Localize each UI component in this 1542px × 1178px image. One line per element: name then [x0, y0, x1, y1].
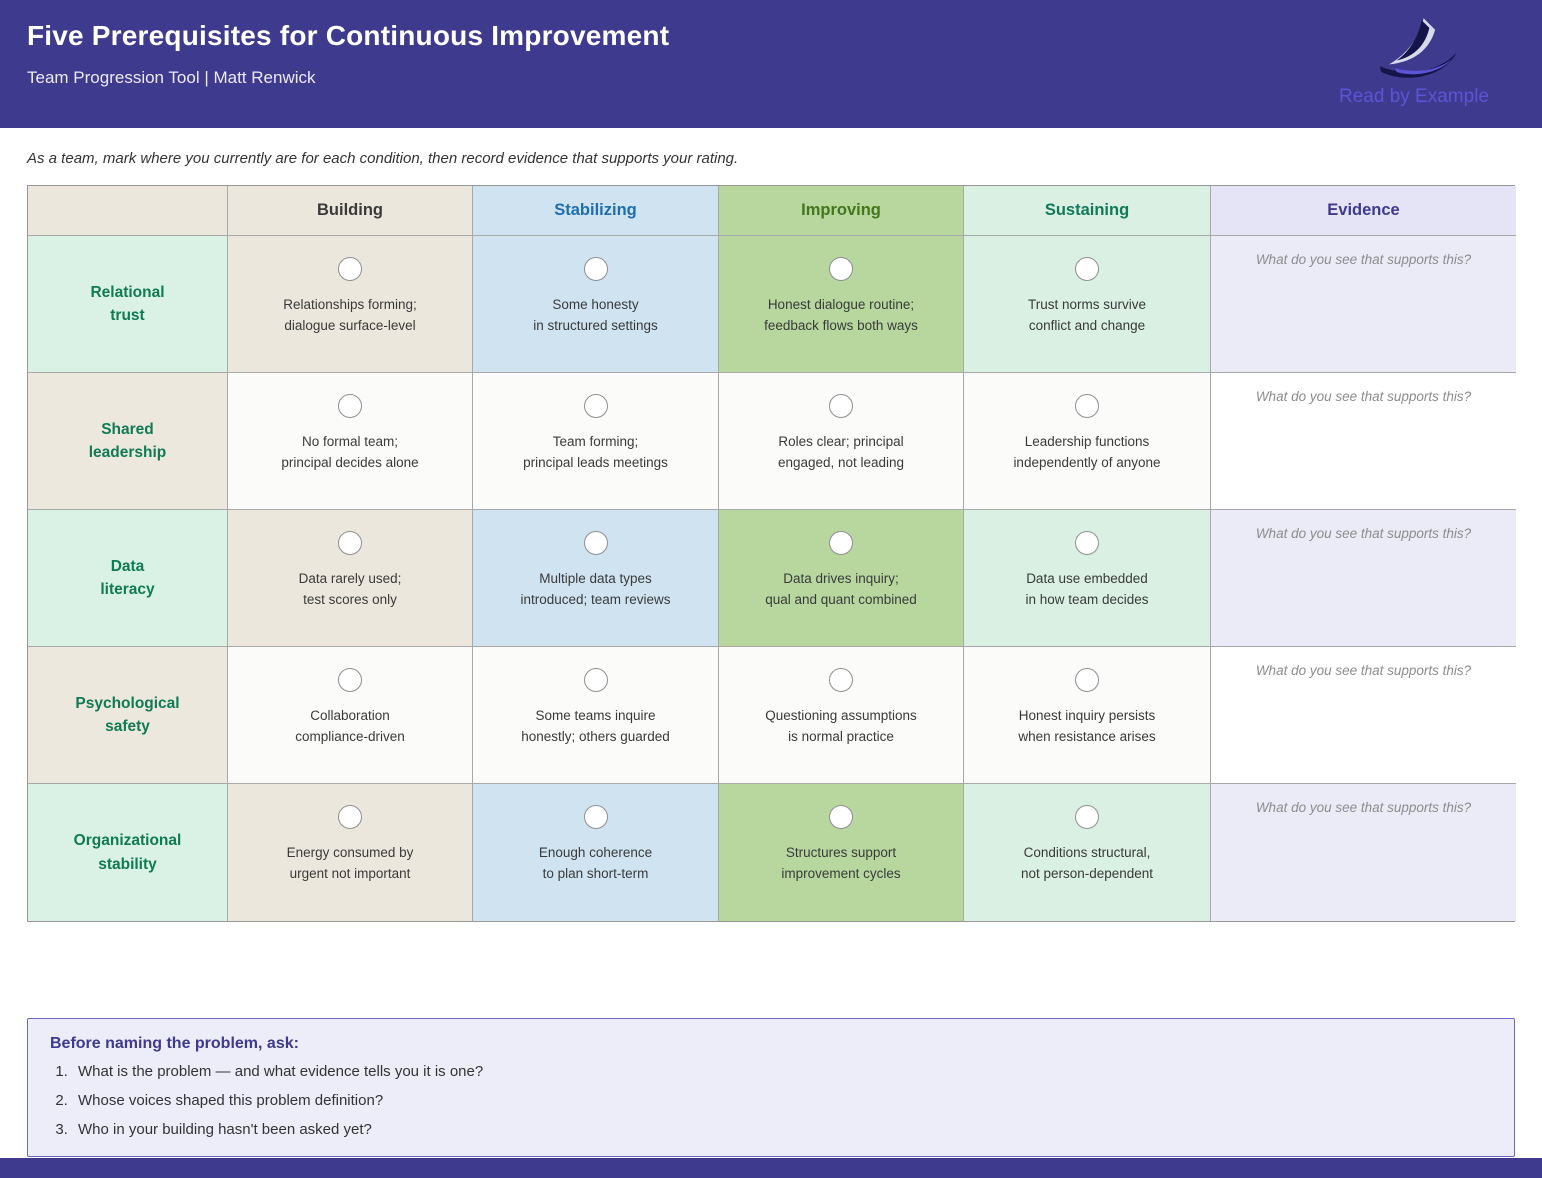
stage-radio-button[interactable]: [338, 668, 362, 692]
stage-option-cell: Data use embedded in how team decides: [964, 510, 1211, 647]
stage-description: Structures support improvement cycles: [781, 845, 901, 881]
stage-description: Enough coherence to plan short-term: [538, 845, 653, 881]
stage-description: Trust norms survive conflict and change: [1027, 297, 1147, 333]
stage-radio-button[interactable]: [1075, 394, 1099, 418]
evidence-input-cell[interactable]: What do you see that supports this?: [1211, 510, 1516, 647]
stage-description: Honest inquiry persists when resistance …: [1018, 708, 1156, 744]
stage-radio-button[interactable]: [583, 394, 608, 418]
evidence-input-cell[interactable]: What do you see that supports this?: [1211, 373, 1516, 510]
stage-radio-button[interactable]: [1075, 531, 1099, 555]
stage-radio-button[interactable]: [338, 394, 362, 418]
stage-option-cell: Roles clear; principal engaged, not lead…: [719, 373, 964, 510]
panel-question: Whose voices shaped this problem definit…: [72, 1092, 1492, 1109]
row-label: Relational trust: [28, 236, 228, 373]
column-header-sustaining: Sustaining: [964, 186, 1211, 236]
page-title: Five Prerequisites for Continuous Improv…: [27, 20, 670, 51]
stage-radio-button[interactable]: [1075, 805, 1099, 829]
stage-option-cell: Questioning assumptions is normal practi…: [719, 647, 964, 784]
stage-description: Honest dialogue routine; feedback flows …: [764, 297, 918, 333]
stage-option-cell: Data drives inquiry; qual and quant comb…: [719, 510, 964, 647]
stage-radio-button[interactable]: [829, 805, 853, 829]
stage-radio-button[interactable]: [829, 394, 853, 418]
evidence-input-cell[interactable]: What do you see that supports this?: [1211, 647, 1516, 784]
page-subtitle: Team Progression Tool | Matt Renwick: [27, 68, 316, 87]
stage-option-cell: Enough coherence to plan short-term: [473, 784, 719, 921]
stage-radio-button[interactable]: [829, 668, 853, 692]
stage-radio-button[interactable]: [583, 668, 608, 692]
row-label: Data literacy: [28, 510, 228, 647]
stage-radio-button[interactable]: [338, 531, 362, 555]
evidence-input-cell[interactable]: What do you see that supports this?: [1211, 784, 1516, 921]
stage-option-cell: Relationships forming; dialogue surface-…: [228, 236, 473, 373]
footer-bar: [0, 1158, 1542, 1178]
brand-name: Read by Example: [1339, 86, 1489, 107]
stage-description: Data drives inquiry; qual and quant comb…: [765, 571, 917, 607]
stage-option-cell: Data rarely used; test scores only: [228, 510, 473, 647]
panel-title: Before naming the problem, ask:: [50, 1035, 299, 1052]
stage-option-cell: Energy consumed by urgent not important: [228, 784, 473, 921]
stage-description: Roles clear; principal engaged, not lead…: [777, 434, 905, 470]
stage-radio-button[interactable]: [583, 257, 608, 281]
sail-logo-icon: [1379, 18, 1457, 78]
stage-description: Questioning assumptions is normal practi…: [765, 708, 917, 744]
stage-radio-button[interactable]: [583, 531, 608, 555]
stage-radio-button[interactable]: [1075, 668, 1099, 692]
stage-description: Leadership functions independently of an…: [1013, 434, 1161, 470]
panel-question: Who in your building hasn't been asked y…: [72, 1121, 1492, 1138]
column-header-evidence: Evidence: [1211, 186, 1516, 236]
stage-description: No formal team; principal decides alone: [281, 434, 419, 470]
column-header-building: Building: [228, 186, 473, 236]
stage-option-cell: Some honesty in structured settings: [473, 236, 719, 373]
stage-description: Some honesty in structured settings: [533, 297, 658, 333]
stage-option-cell: No formal team; principal decides alone: [228, 373, 473, 510]
stage-description: Relationships forming; dialogue surface-…: [283, 297, 417, 333]
progression-table: Building Stabilizing Improving Sustaining Ev…: [27, 185, 1516, 922]
stage-option-cell: Honest dialogue routine; feedback flows …: [719, 236, 964, 373]
stage-option-cell: Honest inquiry persists when resistance …: [964, 647, 1211, 784]
evidence-input-cell[interactable]: What do you see that supports this?: [1211, 236, 1516, 373]
panel-question-list: What is the problem — and what evidence …: [50, 1063, 1492, 1138]
stage-radio-button[interactable]: [338, 257, 362, 281]
stage-radio-button[interactable]: [338, 805, 362, 829]
reflection-panel: Before naming the problem, ask: What is …: [27, 1018, 1515, 1157]
column-header-stabilizing: Stabilizing: [473, 186, 719, 236]
stage-option-cell: Team forming; principal leads meetings: [473, 373, 719, 510]
panel-question: What is the problem — and what evidence …: [72, 1063, 1492, 1080]
stage-radio-button[interactable]: [583, 805, 608, 829]
stage-description: Team forming; principal leads meetings: [523, 434, 668, 470]
stage-description: Data rarely used; test scores only: [298, 571, 402, 607]
row-label: Organizational stability: [28, 784, 228, 921]
row-label: Shared leadership: [28, 373, 228, 510]
stage-description: Data use embedded in how team decides: [1025, 571, 1149, 607]
table-corner-cell: [28, 186, 228, 236]
brand-logo: Read by Example: [1324, 14, 1504, 108]
stage-option-cell: Trust norms survive conflict and change: [964, 236, 1211, 373]
stage-description: Conditions structural, not person-depend…: [1020, 845, 1154, 881]
header-banner: Five Prerequisites for Continuous Improv…: [0, 0, 1542, 128]
column-header-improving: Improving: [719, 186, 964, 236]
stage-radio-button[interactable]: [829, 257, 853, 281]
stage-description: Collaboration compliance-driven: [295, 708, 405, 744]
stage-radio-button[interactable]: [1075, 257, 1099, 281]
stage-option-cell: Some teams inquire honestly; others guar…: [473, 647, 719, 784]
stage-option-cell: Leadership functions independently of an…: [964, 373, 1211, 510]
instruction-text: As a team, mark where you currently are …: [27, 150, 739, 167]
stage-option-cell: Conditions structural, not person-depend…: [964, 784, 1211, 921]
stage-option-cell: Multiple data types introduced; team rev…: [473, 510, 719, 647]
stage-description: Some teams inquire honestly; others guar…: [521, 708, 670, 744]
stage-description: Multiple data types introduced; team rev…: [520, 571, 671, 607]
stage-option-cell: Structures support improvement cycles: [719, 784, 964, 921]
stage-option-cell: Collaboration compliance-driven: [228, 647, 473, 784]
row-label: Psychological safety: [28, 647, 228, 784]
stage-description: Energy consumed by urgent not important: [286, 845, 414, 881]
stage-radio-button[interactable]: [829, 531, 853, 555]
